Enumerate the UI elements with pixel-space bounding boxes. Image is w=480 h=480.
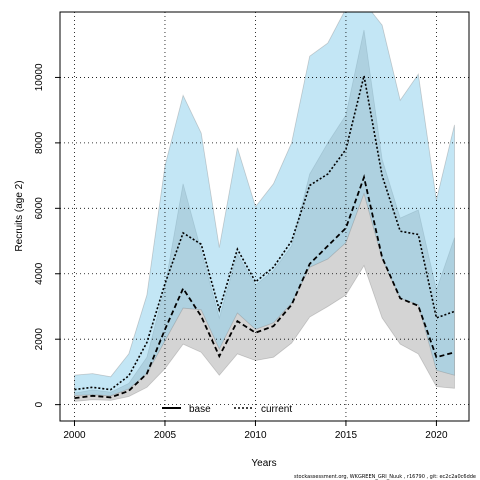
x-tick-label-2000: 2000 bbox=[63, 430, 86, 441]
legend: base current bbox=[162, 404, 292, 415]
y-tick-label-4000: 4000 bbox=[34, 262, 45, 285]
x-tick-label-2015: 2015 bbox=[335, 430, 358, 441]
y-tick-label-2000: 2000 bbox=[34, 328, 45, 351]
y-axis-ticks: 0 2000 4000 6000 8000 10000 bbox=[34, 63, 60, 407]
x-tick-label-2005: 2005 bbox=[154, 430, 177, 441]
grid-lines bbox=[60, 12, 469, 421]
x-tick-label-2020: 2020 bbox=[425, 430, 448, 441]
line-base bbox=[74, 173, 455, 399]
plot-frame bbox=[59, 11, 470, 422]
y-tick-label-10000: 10000 bbox=[34, 63, 45, 91]
confidence-bands bbox=[74, 12, 455, 402]
x-tick-label-2010: 2010 bbox=[244, 430, 267, 441]
y-tick-label-6000: 6000 bbox=[34, 197, 45, 220]
y-axis-title: Recruits (age 2) bbox=[14, 180, 25, 251]
x-axis-title: Years bbox=[251, 458, 276, 469]
y-tick-label-0: 0 bbox=[34, 401, 45, 407]
y-tick-label-8000: 8000 bbox=[34, 131, 45, 154]
footer-caption: stockassessment.org, WKGREEN_GRI_Nuuk , … bbox=[294, 474, 476, 480]
legend-label-base: base bbox=[189, 404, 211, 415]
x-axis-ticks: 2000 2005 2010 2015 2020 bbox=[63, 421, 448, 441]
series-lines bbox=[74, 75, 455, 399]
band-current bbox=[74, 12, 455, 397]
legend-label-current: current bbox=[261, 404, 292, 415]
